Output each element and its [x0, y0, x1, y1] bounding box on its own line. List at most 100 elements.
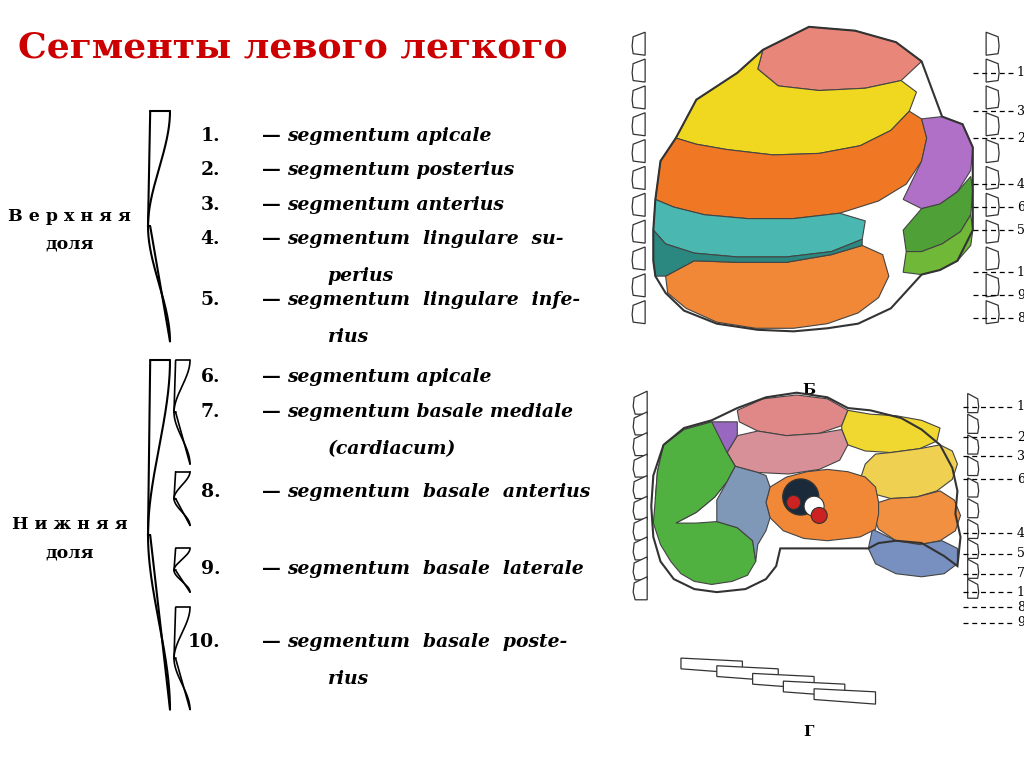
Text: 4: 4 — [1017, 178, 1024, 190]
Polygon shape — [632, 193, 645, 216]
Polygon shape — [766, 469, 879, 541]
Text: 3: 3 — [1017, 105, 1024, 117]
Text: 1.: 1. — [201, 127, 220, 144]
Polygon shape — [986, 86, 999, 109]
Text: 9.: 9. — [201, 560, 220, 578]
Text: —: — — [262, 633, 281, 650]
Polygon shape — [814, 689, 876, 704]
Text: Б: Б — [803, 384, 815, 397]
Polygon shape — [653, 422, 756, 584]
Polygon shape — [968, 393, 979, 413]
Polygon shape — [968, 456, 979, 476]
Polygon shape — [633, 517, 647, 540]
Text: 8.: 8. — [201, 483, 220, 501]
Text: 1: 1 — [1017, 67, 1024, 79]
Polygon shape — [758, 27, 922, 91]
Text: Сегменты левого легкого: Сегменты левого легкого — [18, 31, 568, 64]
Polygon shape — [632, 113, 645, 136]
Polygon shape — [986, 274, 999, 297]
Text: segmentum anterius: segmentum anterius — [287, 196, 504, 213]
Polygon shape — [986, 301, 999, 324]
Polygon shape — [903, 117, 973, 209]
Text: Н и ж н я я: Н и ж н я я — [12, 516, 127, 534]
Text: Г: Г — [804, 725, 814, 739]
Text: 8: 8 — [1017, 312, 1024, 324]
Polygon shape — [986, 140, 999, 163]
Text: 5: 5 — [1017, 224, 1024, 236]
Circle shape — [782, 479, 819, 515]
Polygon shape — [633, 454, 647, 477]
Text: —: — — [262, 230, 281, 248]
Polygon shape — [860, 445, 957, 499]
Text: 10: 10 — [1017, 586, 1024, 598]
Polygon shape — [717, 466, 770, 561]
Text: 6: 6 — [1017, 473, 1024, 486]
Polygon shape — [986, 166, 999, 189]
Polygon shape — [986, 220, 999, 243]
Polygon shape — [986, 247, 999, 270]
Polygon shape — [633, 496, 647, 519]
Text: 5.: 5. — [201, 291, 220, 309]
Polygon shape — [653, 230, 862, 276]
Text: 6.: 6. — [201, 368, 220, 386]
Text: 10: 10 — [1017, 266, 1024, 278]
Polygon shape — [681, 658, 742, 673]
Text: (cardiacum): (cardiacum) — [328, 439, 456, 458]
Polygon shape — [903, 176, 973, 252]
Polygon shape — [632, 32, 645, 55]
Polygon shape — [753, 673, 814, 689]
Polygon shape — [968, 414, 979, 433]
Polygon shape — [632, 301, 645, 324]
Text: segmentum posterius: segmentum posterius — [287, 161, 514, 179]
Polygon shape — [632, 247, 645, 270]
Text: 9: 9 — [1017, 617, 1024, 629]
Text: —: — — [262, 161, 281, 179]
Text: доля: доля — [45, 235, 94, 253]
Polygon shape — [872, 491, 961, 545]
Text: segmentum apicale: segmentum apicale — [287, 368, 492, 386]
Text: rius: rius — [328, 670, 369, 688]
Polygon shape — [633, 476, 647, 499]
Text: segmentum  basale  anterius: segmentum basale anterius — [287, 483, 590, 501]
Text: —: — — [262, 560, 281, 578]
Polygon shape — [903, 215, 973, 275]
Text: —: — — [262, 127, 281, 144]
Polygon shape — [633, 557, 647, 580]
Text: 1: 1 — [1017, 400, 1024, 413]
Text: rius: rius — [328, 328, 369, 347]
Polygon shape — [968, 519, 979, 538]
Text: 9: 9 — [1017, 289, 1024, 301]
Text: 4.: 4. — [201, 230, 220, 248]
Polygon shape — [783, 681, 845, 696]
Text: —: — — [262, 196, 281, 213]
Text: 4: 4 — [1017, 527, 1024, 539]
Polygon shape — [968, 435, 979, 454]
Polygon shape — [842, 410, 940, 453]
Text: segmentum  basale  poste-: segmentum basale poste- — [287, 633, 567, 650]
Text: 2.: 2. — [201, 161, 220, 179]
Polygon shape — [727, 430, 848, 474]
Polygon shape — [737, 395, 848, 436]
Polygon shape — [986, 32, 999, 55]
Text: 7.: 7. — [201, 403, 220, 420]
Text: 3: 3 — [1017, 450, 1024, 463]
Text: —: — — [262, 291, 281, 309]
Text: доля: доля — [45, 545, 94, 561]
Polygon shape — [676, 50, 916, 155]
Polygon shape — [868, 529, 957, 577]
Polygon shape — [632, 166, 645, 189]
Polygon shape — [633, 412, 647, 435]
Polygon shape — [655, 111, 927, 219]
Circle shape — [811, 508, 827, 523]
Polygon shape — [633, 577, 647, 600]
Polygon shape — [666, 245, 889, 328]
Text: segmentum  lingulare  infe-: segmentum lingulare infe- — [287, 291, 580, 309]
Polygon shape — [968, 559, 979, 578]
Text: perius: perius — [328, 267, 394, 285]
Polygon shape — [986, 113, 999, 136]
Polygon shape — [632, 140, 645, 163]
Polygon shape — [968, 478, 979, 497]
Polygon shape — [632, 274, 645, 297]
Text: 6: 6 — [1017, 201, 1024, 213]
Polygon shape — [633, 537, 647, 560]
